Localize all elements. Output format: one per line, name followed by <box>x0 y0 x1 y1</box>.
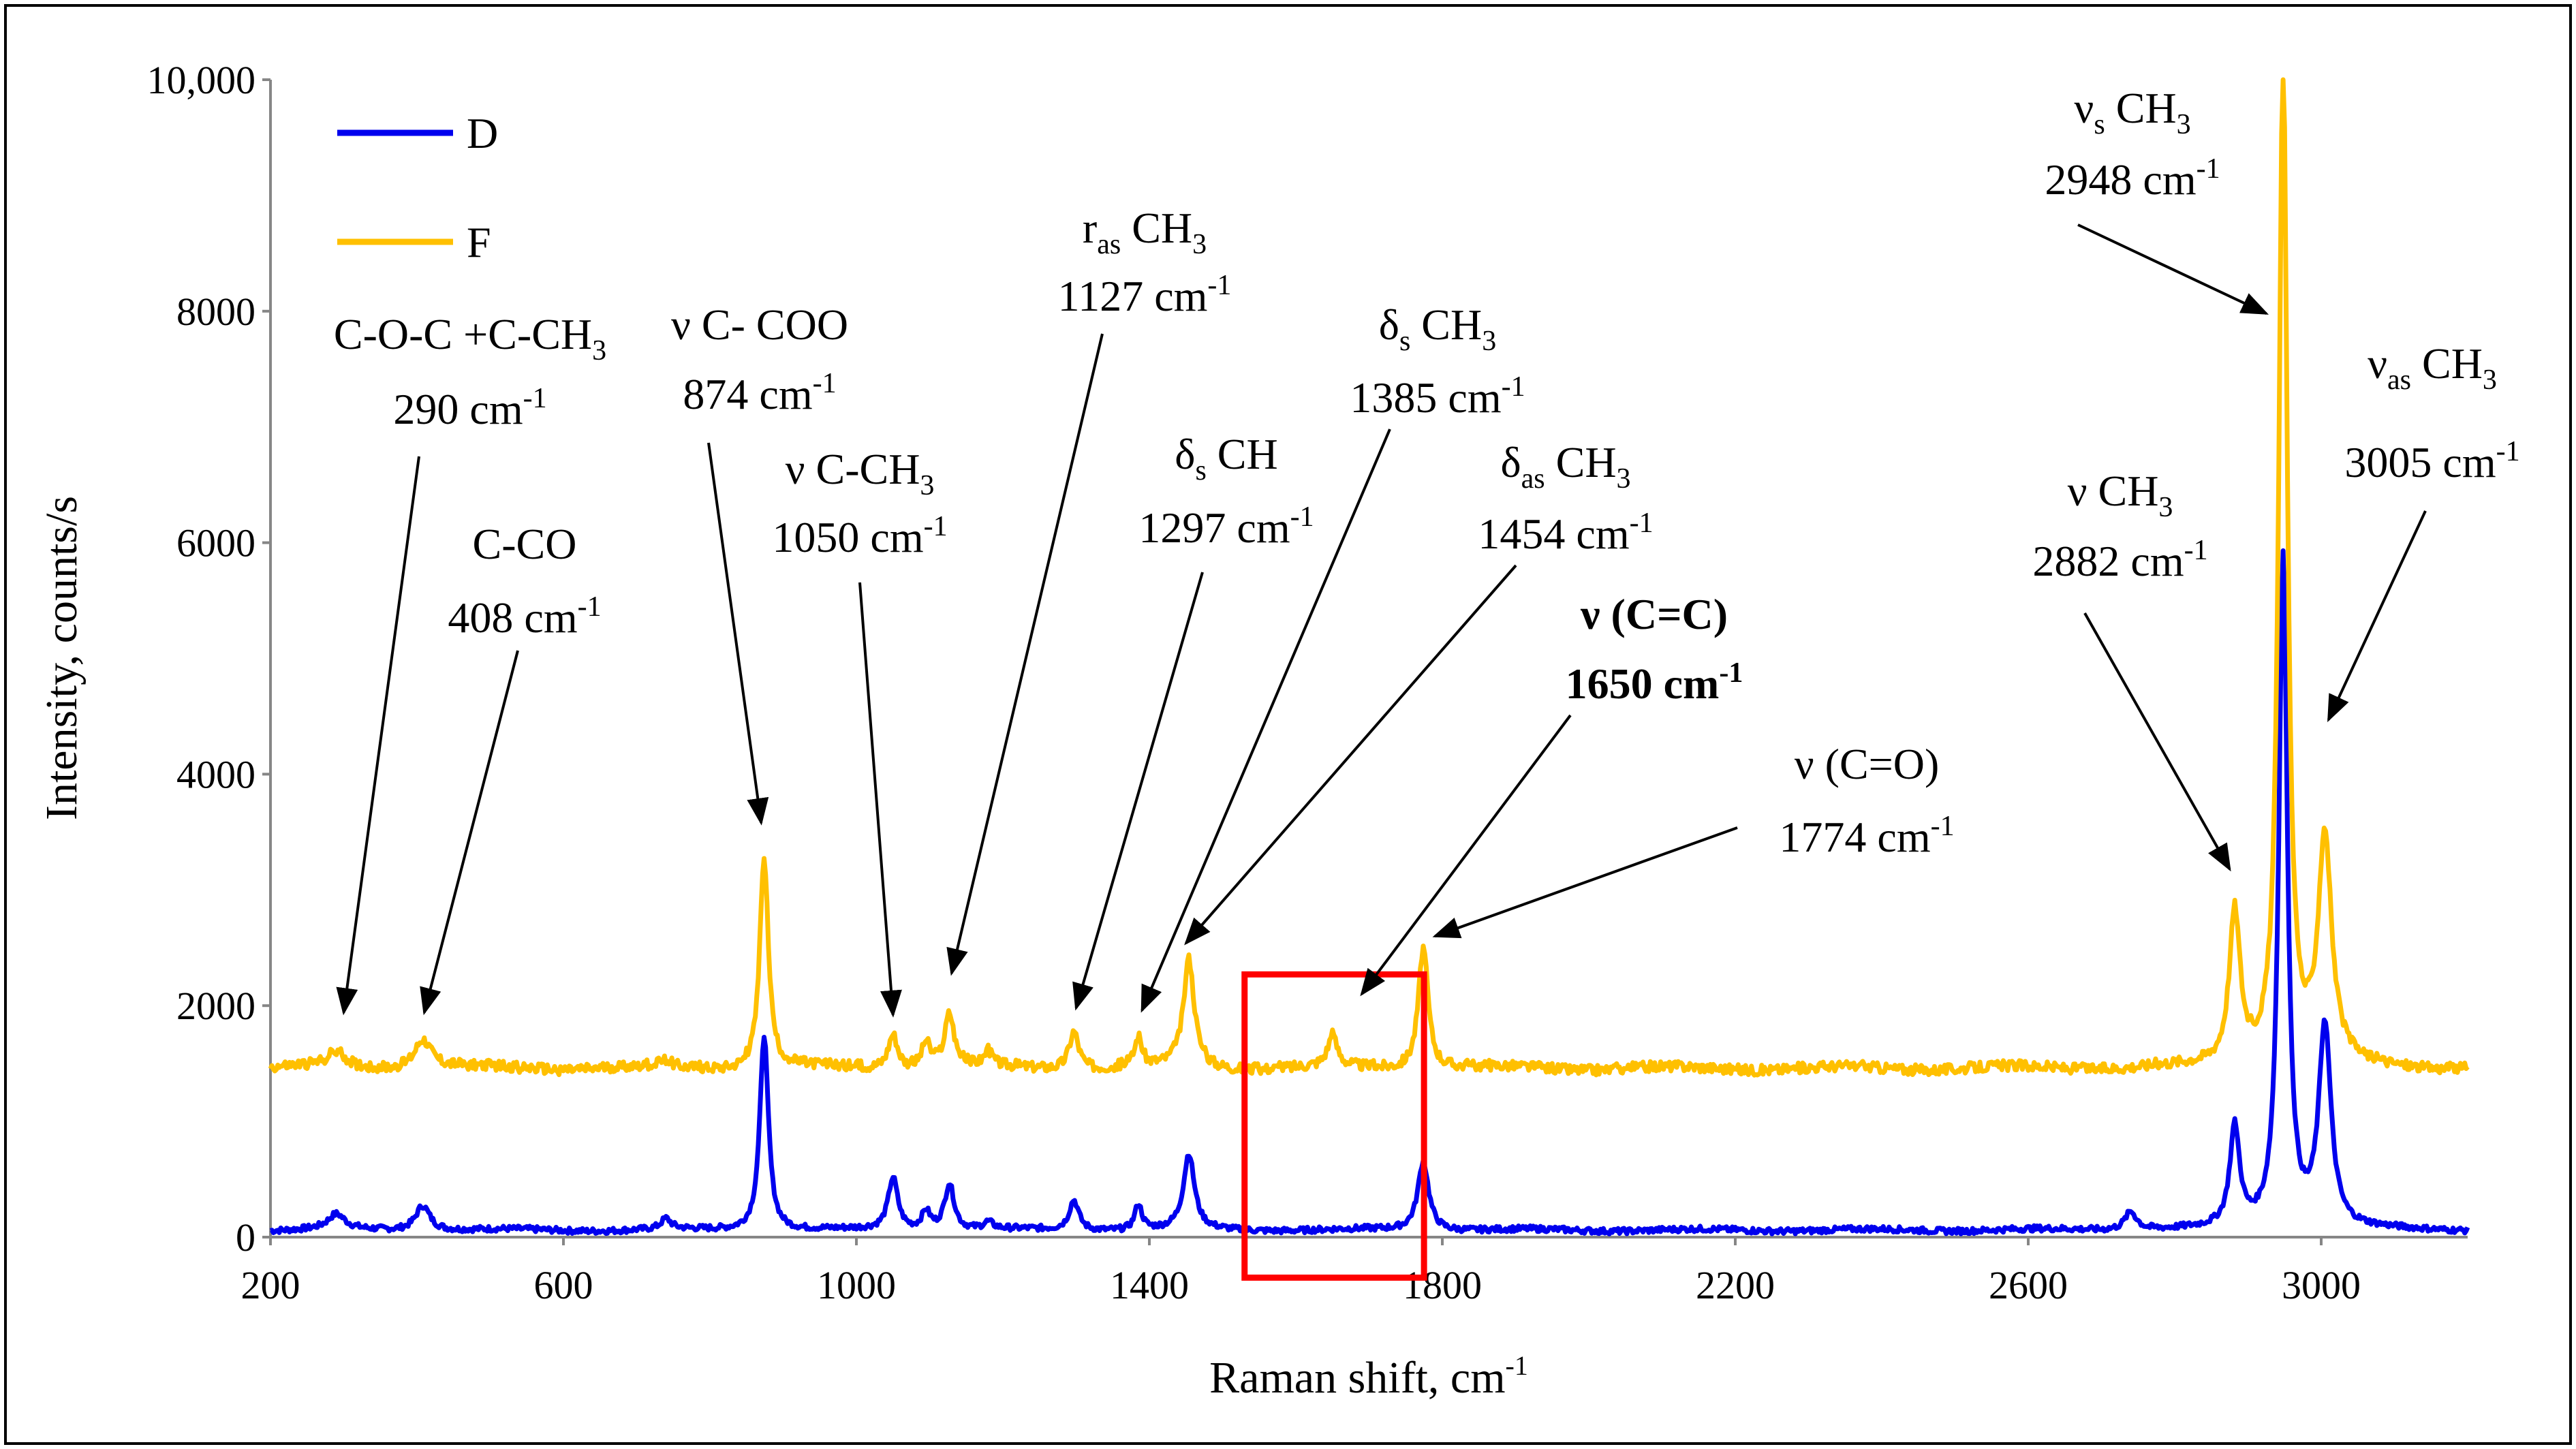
annotation-nu-s-ch3: νs CH3 2948 cm-1 <box>2045 84 2269 315</box>
annotation-arrow <box>1184 564 1517 946</box>
annotation-wavenumber: 1385 cm-1 <box>1350 371 1525 422</box>
x-tick-label: 1400 <box>1110 1263 1189 1307</box>
annotation-nu-co: ν (C=O) 1774 cm-1 <box>1432 740 1955 939</box>
annotation-arrow <box>2083 612 2231 872</box>
annotation-label: νas CH3 <box>2368 339 2497 396</box>
highlight-box <box>1241 971 1427 1281</box>
annotation-wavenumber: 874 cm-1 <box>683 368 836 418</box>
y-tick-label: 8000 <box>176 290 255 334</box>
series-group <box>268 77 2470 1236</box>
annotation-nu-ch3: ν CH3 2882 cm-1 <box>2032 467 2231 872</box>
annotation-label: δs CH3 <box>1379 300 1496 357</box>
annotation-delta-s-ch3: δs CH3 1385 cm-1 <box>1140 300 1525 1013</box>
annotation-arrow <box>2327 510 2427 723</box>
x-tick-label: 1000 <box>817 1263 896 1307</box>
annotation-arrow <box>1072 572 1204 1011</box>
annotation-arrow <box>420 650 519 1016</box>
annotation-c-o-c: C-O-C +C-CH3 290 cm-1 <box>334 310 606 1016</box>
annotation-nu-cc: ν (C=C) 1650 cm-1 <box>1360 590 1743 997</box>
annotation-r-as-ch3: ras CH3 1127 cm-1 <box>946 204 1232 976</box>
annotation-label: ν CH3 <box>2068 467 2173 523</box>
annotation-wavenumber: 1127 cm-1 <box>1058 270 1232 320</box>
annotation-arrow <box>336 456 420 1016</box>
figure-border <box>4 4 2572 1445</box>
x-tick-label: 1800 <box>1403 1263 1482 1307</box>
axes <box>269 80 2468 1238</box>
annotation-arrow <box>858 582 902 1018</box>
annotation-label: ν (C=O) <box>1795 740 1940 788</box>
annotations: C-O-C +C-CH3 290 cm-1 C-CO 408 cm-1 ν C- COO… <box>334 84 2520 1018</box>
annotation-wavenumber: 2882 cm-1 <box>2032 535 2207 585</box>
annotation-label: δas CH3 <box>1500 438 1630 495</box>
annotation-wavenumber: 1650 cm-1 <box>1566 657 1743 708</box>
annotation-wavenumber: 1774 cm-1 <box>1779 811 1954 861</box>
y-tick-label: 0 <box>236 1215 255 1260</box>
annotation-arrow <box>1140 429 1391 1013</box>
annotation-wavenumber: 2948 cm-1 <box>2045 153 2220 204</box>
legend-label-f: F <box>467 218 491 266</box>
annotation-arrow <box>1360 714 1572 997</box>
annotation-nu-as-ch3: νas CH3 3005 cm-1 <box>2327 339 2520 723</box>
annotation-wavenumber: 1297 cm-1 <box>1138 501 1314 552</box>
annotation-c-co: C-CO 408 cm-1 <box>420 520 602 1016</box>
annotation-delta-s-ch: δs CH 1297 cm-1 <box>1072 430 1314 1011</box>
legend: DF <box>337 109 498 266</box>
series-line-f <box>268 77 2470 1078</box>
y-tick-label: 4000 <box>176 752 255 796</box>
x-tick-label: 600 <box>534 1263 593 1307</box>
y-tick-label: 2000 <box>176 984 255 1028</box>
x-tick-label: 200 <box>241 1263 300 1307</box>
annotation-arrow <box>2077 223 2269 315</box>
series-line-d <box>269 548 2470 1236</box>
annotation-arrow <box>946 333 1104 976</box>
annotation-label: ν C- COO <box>671 300 848 349</box>
annotation-wavenumber: 408 cm-1 <box>448 591 601 642</box>
y-tick-label: 10,000 <box>147 58 256 102</box>
y-tick-label: 6000 <box>176 521 255 565</box>
y-axis-label: Intensity, counts/s <box>37 496 87 820</box>
annotation-wavenumber: 290 cm-1 <box>393 383 546 433</box>
annotation-wavenumber: 1050 cm-1 <box>772 511 947 561</box>
annotation-arrow <box>707 442 769 826</box>
x-tick-label: 2600 <box>1989 1263 2068 1307</box>
x-ticks: 200 600 1000 1400 1800 2200 2600 3000 <box>241 1237 2361 1307</box>
y-ticks: 0 2000 4000 6000 8000 10,000 <box>147 58 270 1260</box>
annotation-nu-c-ch3: ν C-CH3 1050 cm-1 <box>772 445 948 1018</box>
annotation-label: νs CH3 <box>2074 84 2190 140</box>
annotation-wavenumber: 1454 cm-1 <box>1478 508 1653 558</box>
annotation-label: ν (C=C) <box>1580 590 1728 638</box>
annotation-wavenumber: 3005 cm-1 <box>2344 436 2519 486</box>
annotation-label: C-O-C +C-CH3 <box>334 310 606 367</box>
x-axis-label-sup: -1 <box>1506 1350 1528 1381</box>
x-axis-label: Raman shift, cm-1 <box>1209 1350 1528 1403</box>
legend-label-d: D <box>467 109 498 157</box>
annotation-label: ν C-CH3 <box>786 445 935 501</box>
annotation-label: C-CO <box>473 520 577 568</box>
x-tick-label: 3000 <box>2282 1263 2361 1307</box>
annotation-nu-c-coo: ν C- COO 874 cm-1 <box>671 300 848 826</box>
x-tick-label: 2200 <box>1696 1263 1775 1307</box>
annotation-delta-as-ch3: δas CH3 1454 cm-1 <box>1184 438 1654 946</box>
annotation-arrow <box>1432 826 1738 939</box>
annotation-label: δs CH <box>1175 430 1277 486</box>
annotation-label: ras CH3 <box>1083 204 1207 260</box>
